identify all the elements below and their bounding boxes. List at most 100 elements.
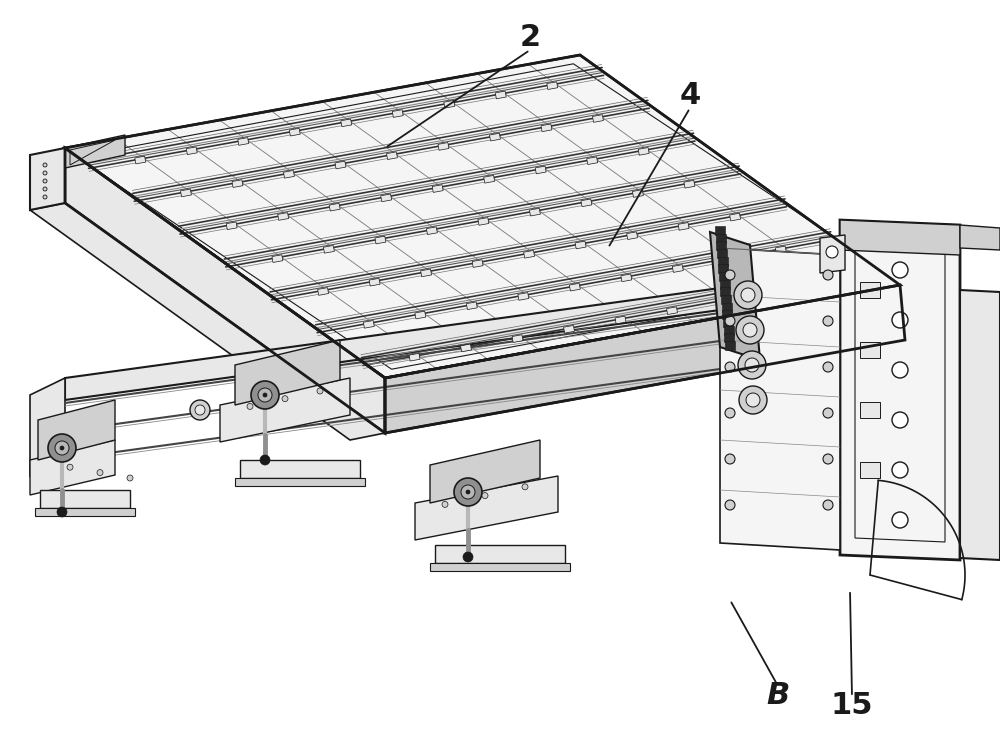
- Polygon shape: [678, 223, 689, 230]
- Polygon shape: [960, 225, 1000, 250]
- Polygon shape: [615, 316, 626, 324]
- Circle shape: [892, 262, 908, 278]
- Circle shape: [741, 288, 755, 302]
- Polygon shape: [730, 213, 741, 221]
- Circle shape: [247, 403, 253, 409]
- Polygon shape: [621, 274, 632, 282]
- Circle shape: [746, 393, 760, 407]
- Circle shape: [725, 500, 735, 510]
- Circle shape: [466, 490, 470, 494]
- Bar: [40, 490, 130, 508]
- Polygon shape: [30, 378, 65, 477]
- Circle shape: [195, 405, 205, 415]
- Polygon shape: [820, 235, 845, 273]
- Polygon shape: [181, 189, 191, 197]
- Bar: [35, 508, 135, 516]
- Polygon shape: [432, 185, 443, 193]
- Circle shape: [263, 393, 267, 397]
- Circle shape: [442, 501, 448, 507]
- Bar: [235, 478, 365, 486]
- Bar: [718, 257, 728, 266]
- Polygon shape: [960, 290, 1000, 560]
- Polygon shape: [341, 119, 352, 127]
- Polygon shape: [581, 199, 592, 207]
- Polygon shape: [235, 340, 340, 405]
- Bar: [716, 233, 726, 242]
- Polygon shape: [226, 222, 237, 230]
- Circle shape: [55, 441, 69, 455]
- Circle shape: [258, 388, 272, 402]
- Circle shape: [260, 455, 270, 465]
- Bar: [722, 310, 732, 319]
- Polygon shape: [30, 148, 65, 210]
- Circle shape: [823, 454, 833, 464]
- Circle shape: [725, 454, 735, 464]
- Bar: [725, 341, 735, 350]
- Bar: [430, 563, 570, 571]
- Circle shape: [522, 484, 528, 490]
- Polygon shape: [484, 175, 495, 183]
- Polygon shape: [186, 147, 197, 155]
- Circle shape: [725, 270, 735, 280]
- Polygon shape: [593, 115, 603, 122]
- Circle shape: [43, 195, 47, 199]
- Circle shape: [892, 512, 908, 528]
- Polygon shape: [135, 156, 146, 164]
- Circle shape: [736, 316, 764, 344]
- Polygon shape: [547, 82, 558, 90]
- Bar: [860, 342, 880, 358]
- Circle shape: [725, 362, 735, 372]
- Bar: [718, 264, 728, 273]
- Polygon shape: [38, 400, 115, 460]
- Polygon shape: [840, 220, 960, 560]
- Text: B: B: [766, 680, 790, 710]
- Circle shape: [67, 464, 73, 470]
- Polygon shape: [461, 344, 471, 352]
- Circle shape: [823, 316, 833, 326]
- Circle shape: [43, 187, 47, 191]
- Polygon shape: [392, 109, 403, 117]
- Polygon shape: [840, 220, 960, 255]
- Polygon shape: [30, 440, 115, 495]
- Polygon shape: [318, 288, 329, 295]
- Polygon shape: [718, 297, 729, 305]
- Circle shape: [48, 434, 76, 462]
- Polygon shape: [438, 143, 449, 150]
- Circle shape: [282, 396, 288, 402]
- Polygon shape: [415, 476, 558, 540]
- Bar: [724, 334, 734, 342]
- Polygon shape: [541, 124, 552, 131]
- Polygon shape: [529, 208, 540, 216]
- Polygon shape: [490, 134, 500, 141]
- Polygon shape: [430, 440, 540, 503]
- Polygon shape: [232, 180, 243, 187]
- Polygon shape: [684, 180, 695, 188]
- Polygon shape: [512, 334, 523, 343]
- Bar: [860, 462, 880, 478]
- Polygon shape: [466, 302, 477, 310]
- Circle shape: [823, 362, 833, 372]
- Polygon shape: [518, 293, 529, 300]
- Polygon shape: [335, 161, 346, 169]
- Circle shape: [251, 381, 279, 409]
- Polygon shape: [289, 128, 300, 136]
- Polygon shape: [569, 283, 580, 291]
- Bar: [716, 242, 726, 251]
- Polygon shape: [710, 232, 760, 360]
- Polygon shape: [30, 203, 385, 440]
- Polygon shape: [385, 285, 905, 433]
- Circle shape: [739, 386, 767, 414]
- Circle shape: [823, 270, 833, 280]
- Circle shape: [892, 462, 908, 478]
- Polygon shape: [65, 288, 720, 400]
- Polygon shape: [672, 265, 683, 273]
- Circle shape: [745, 358, 759, 372]
- Polygon shape: [587, 157, 598, 165]
- Polygon shape: [724, 255, 735, 263]
- Polygon shape: [409, 353, 420, 361]
- Polygon shape: [220, 378, 350, 442]
- Polygon shape: [472, 260, 483, 267]
- Circle shape: [725, 316, 735, 326]
- Circle shape: [823, 500, 833, 510]
- Polygon shape: [415, 311, 426, 319]
